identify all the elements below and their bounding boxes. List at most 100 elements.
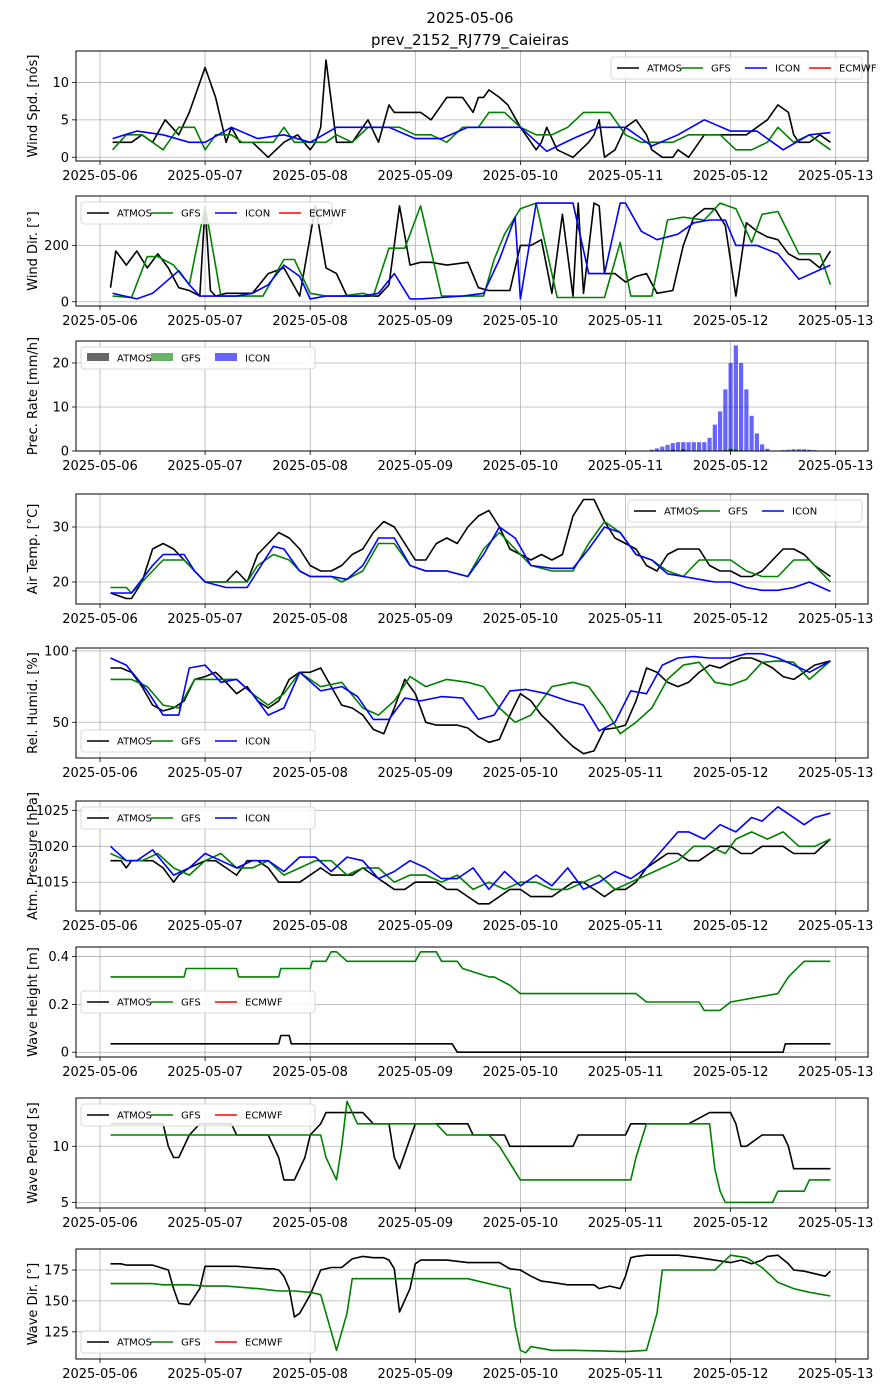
x-tick-label: 2025-05-09: [378, 314, 454, 329]
series-line-gfs: [110, 660, 831, 735]
bar-icon: [733, 345, 738, 451]
bar-icon: [665, 444, 670, 451]
x-tick-label: 2025-05-07: [167, 169, 243, 184]
bar-icon: [744, 389, 749, 451]
x-tick-label: 2025-05-09: [378, 612, 454, 627]
x-tick-label: 2025-05-10: [483, 169, 559, 184]
x-tick-label: 2025-05-11: [588, 1216, 664, 1231]
legend: ATMOS GFS ECMWF: [80, 1103, 316, 1127]
legend-box: [610, 56, 863, 80]
x-tick-label: 2025-05-11: [588, 1065, 664, 1080]
legend-label-icon: ICON: [792, 507, 817, 518]
x-tick-label: 2025-05-11: [588, 1367, 664, 1382]
y-axis-label: Wind Spd. [nós]: [26, 55, 41, 158]
plot-frame: [75, 800, 869, 912]
bar-icon: [702, 442, 707, 451]
legend-label-ecmwf: ECMWF: [245, 1111, 283, 1122]
legend-label-icon: ICON: [245, 354, 270, 365]
x-tick-label: 2025-05-12: [693, 612, 769, 627]
x-tick-label: 2025-05-12: [693, 314, 769, 329]
x-tick-label: 2025-05-13: [798, 766, 874, 781]
y-tick-label: 20: [52, 357, 69, 372]
y-tick-label: 5: [61, 1196, 69, 1211]
legend: ATMOS GFS ICON ECMWF: [610, 56, 877, 80]
legend-label-atmos: ATMOS: [664, 507, 699, 518]
bar-icon: [760, 444, 765, 451]
legend-label-gfs: GFS: [728, 507, 748, 518]
legend-box: [80, 806, 316, 830]
plot-frame: [75, 647, 869, 759]
panel-6: 1015 1020 1025 2025-05-06 2025-05-07 2025-05-…: [26, 792, 873, 934]
x-tick-label: 2025-05-09: [378, 1065, 454, 1080]
panel-2: 0 200 2025-05-06 2025-05-07 2025-05-08 2025-0…: [26, 195, 873, 329]
y-tick-label: 10: [52, 401, 69, 416]
legend: ATMOS GFS ICON: [80, 346, 316, 370]
legend-box: [627, 499, 863, 523]
y-tick-label: 150: [44, 1294, 69, 1309]
x-tick-label: 2025-05-06: [62, 766, 138, 781]
y-tick-label: 30: [52, 521, 69, 536]
x-tick-label: 2025-05-07: [167, 1367, 243, 1382]
plot-frame: [75, 946, 869, 1058]
bar-gfs: [723, 449, 728, 451]
x-tick-label: 2025-05-12: [693, 459, 769, 474]
x-tick-label: 2025-05-12: [693, 1367, 769, 1382]
plot-frame: [75, 195, 869, 307]
y-tick-label: 20: [52, 576, 69, 591]
bar-icon: [796, 449, 802, 451]
x-tick-label: 2025-05-08: [272, 1367, 348, 1382]
x-tick-label: 2025-05-07: [167, 612, 243, 627]
x-tick-label: 2025-05-11: [588, 459, 664, 474]
panels: 0 5 10 2025-05-06 2025-05-07 2025-05-08 2025-0…: [26, 50, 877, 1382]
x-tick-label: 2025-05-07: [167, 1216, 243, 1231]
legend-label-atmos: ATMOS: [117, 1338, 152, 1349]
y-tick-label: 10: [52, 76, 69, 91]
y-tick-label: 50: [52, 716, 69, 731]
legend: ATMOS GFS ICON: [80, 806, 316, 830]
legend-box: [80, 1103, 316, 1127]
x-tick-label: 2025-05-13: [798, 612, 874, 627]
x-tick-label: 2025-05-08: [272, 314, 348, 329]
x-tick-label: 2025-05-07: [167, 459, 243, 474]
bar-icon: [754, 433, 759, 451]
legend-swatch-atmos: [87, 353, 109, 361]
legend: ATMOS GFS ICON: [627, 499, 863, 523]
y-tick-label: 0: [61, 151, 69, 166]
legend-label-gfs: GFS: [181, 814, 201, 825]
series-line-gfs: [110, 1254, 831, 1354]
bar-icon: [649, 449, 654, 451]
y-tick-label: 1025: [36, 804, 69, 819]
bar-icon: [717, 411, 723, 451]
bar-icon: [712, 424, 717, 451]
x-tick-label: 2025-05-06: [62, 612, 138, 627]
x-tick-label: 2025-05-12: [693, 1216, 769, 1231]
x-tick-label: 2025-05-10: [483, 314, 559, 329]
x-tick-label: 2025-05-13: [798, 1367, 874, 1382]
legend-label-atmos: ATMOS: [117, 209, 152, 220]
plot-frame: [75, 1248, 869, 1360]
bar-atmos: [681, 449, 686, 451]
series-line-atmos: [110, 1034, 831, 1053]
bar-icon: [786, 449, 791, 451]
panel-8: 5 10 2025-05-06 2025-05-07 2025-05-08 2025-05…: [26, 1097, 874, 1231]
y-axis-label: Prec. Rate [mm/h]: [26, 337, 41, 455]
legend-label-icon: ICON: [245, 737, 270, 748]
x-tick-label: 2025-05-08: [272, 459, 348, 474]
x-tick-label: 2025-05-07: [167, 766, 243, 781]
x-tick-label: 2025-05-12: [693, 766, 769, 781]
x-tick-label: 2025-05-08: [272, 1216, 348, 1231]
x-tick-label: 2025-05-09: [378, 766, 454, 781]
x-tick-label: 2025-05-13: [798, 459, 874, 474]
x-tick-label: 2025-05-08: [272, 766, 348, 781]
bar-icon: [728, 363, 733, 451]
x-tick-label: 2025-05-06: [62, 919, 138, 934]
x-tick-label: 2025-05-13: [798, 1216, 874, 1231]
legend-box: [80, 729, 316, 753]
figure-title: 2025-05-06: [426, 9, 513, 27]
x-tick-label: 2025-05-10: [483, 766, 559, 781]
y-tick-label: 125: [44, 1325, 69, 1340]
bar-icon: [670, 443, 675, 451]
series-line-icon: [112, 202, 831, 300]
legend-swatch-icon: [215, 353, 237, 361]
